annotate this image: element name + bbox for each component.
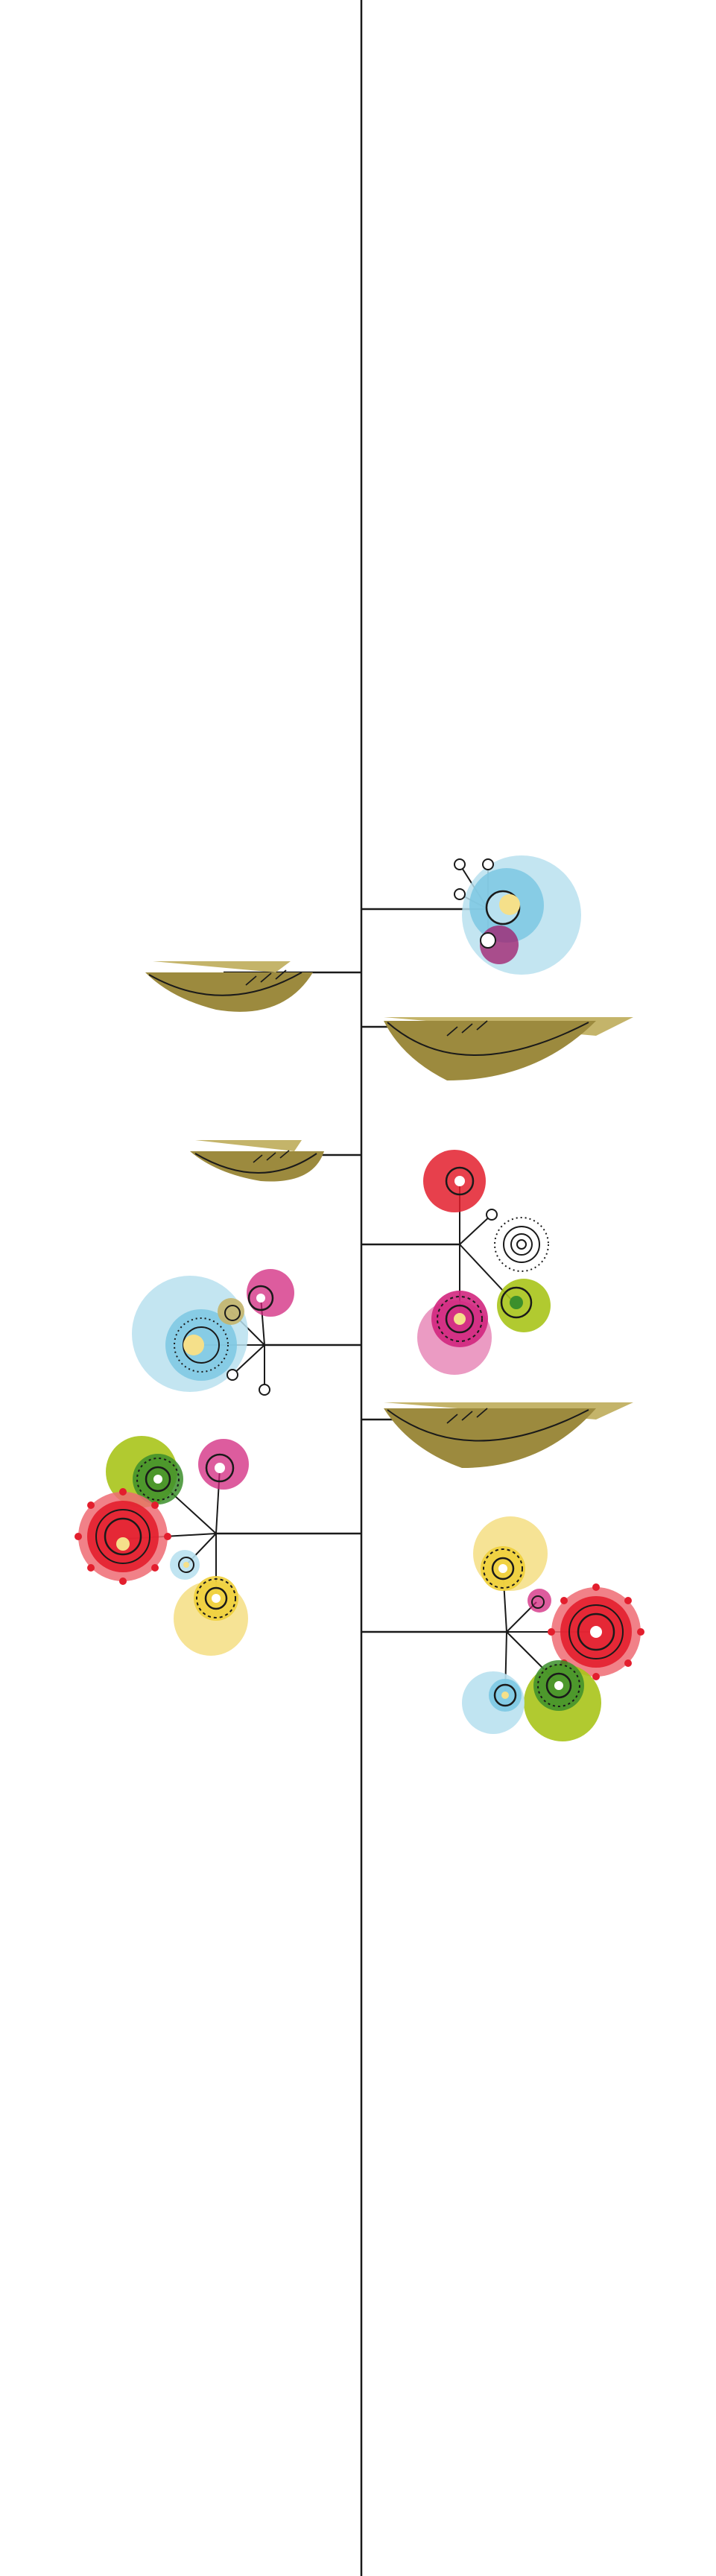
flower-cluster-3 bbox=[132, 1269, 361, 1396]
leaf-shelf-4 bbox=[361, 1402, 633, 1468]
flower-cluster-1 bbox=[361, 855, 581, 975]
sunburst-flower bbox=[494, 1217, 549, 1272]
leaf-shelf-2 bbox=[361, 1017, 633, 1080]
flower-cluster-2 bbox=[361, 1150, 551, 1375]
flower-cluster-4 bbox=[75, 1436, 361, 1656]
leaf-shelf-3 bbox=[190, 1140, 361, 1182]
leaf-shelf-1 bbox=[145, 961, 361, 1012]
flower-cluster-5 bbox=[361, 1516, 644, 1741]
